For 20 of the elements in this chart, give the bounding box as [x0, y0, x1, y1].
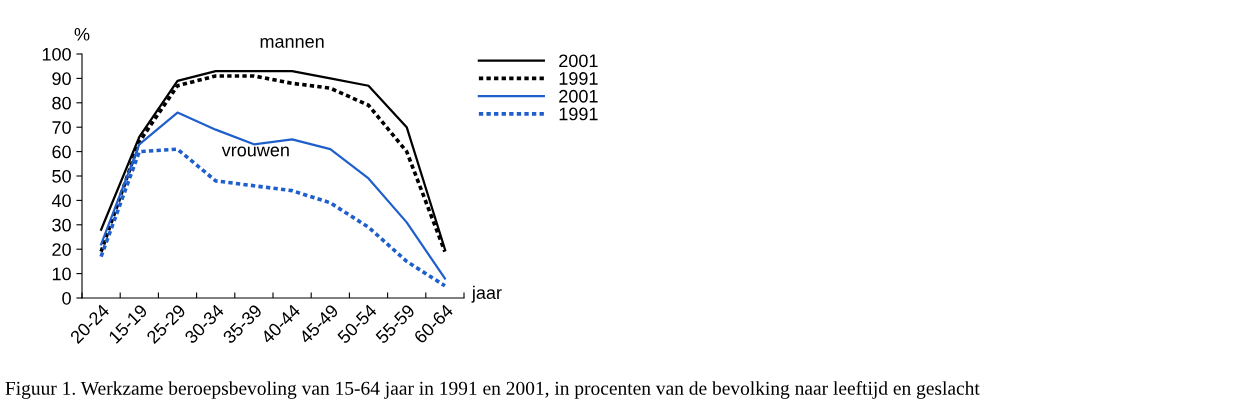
- y-tick-label: 60: [52, 145, 71, 159]
- y-tick-label: 90: [52, 72, 71, 86]
- y-tick-label: 10: [52, 267, 71, 281]
- y-tick-label: 30: [52, 218, 71, 232]
- legend-label: 2001: [559, 54, 598, 68]
- x-axis-title: jaar: [471, 285, 502, 303]
- y-tick-label: 0: [62, 291, 71, 305]
- y-tick-label: 40: [51, 194, 71, 208]
- text: Figuur 1. Werkzame beroepsbevoling van 15-64 jaar in 1991 en 2001, in procenten van de bevolking naar leeftijd en geslacht: [5, 380, 980, 399]
- annotation: vrouwen: [221, 146, 289, 157]
- y-tick-label: 80: [52, 96, 71, 110]
- y-tick-label: 50: [52, 169, 71, 183]
- legend-label: 1991: [559, 72, 598, 85]
- y-tick-label: 20: [52, 243, 71, 256]
- y-tick-label: 100: [42, 47, 71, 61]
- legend-label: 1991: [559, 107, 598, 121]
- y-tick-label: 70: [52, 121, 71, 134]
- legend-label: 2001: [559, 89, 598, 103]
- text: mannen: [260, 37, 324, 48]
- y-axis-title: %: [74, 27, 90, 41]
